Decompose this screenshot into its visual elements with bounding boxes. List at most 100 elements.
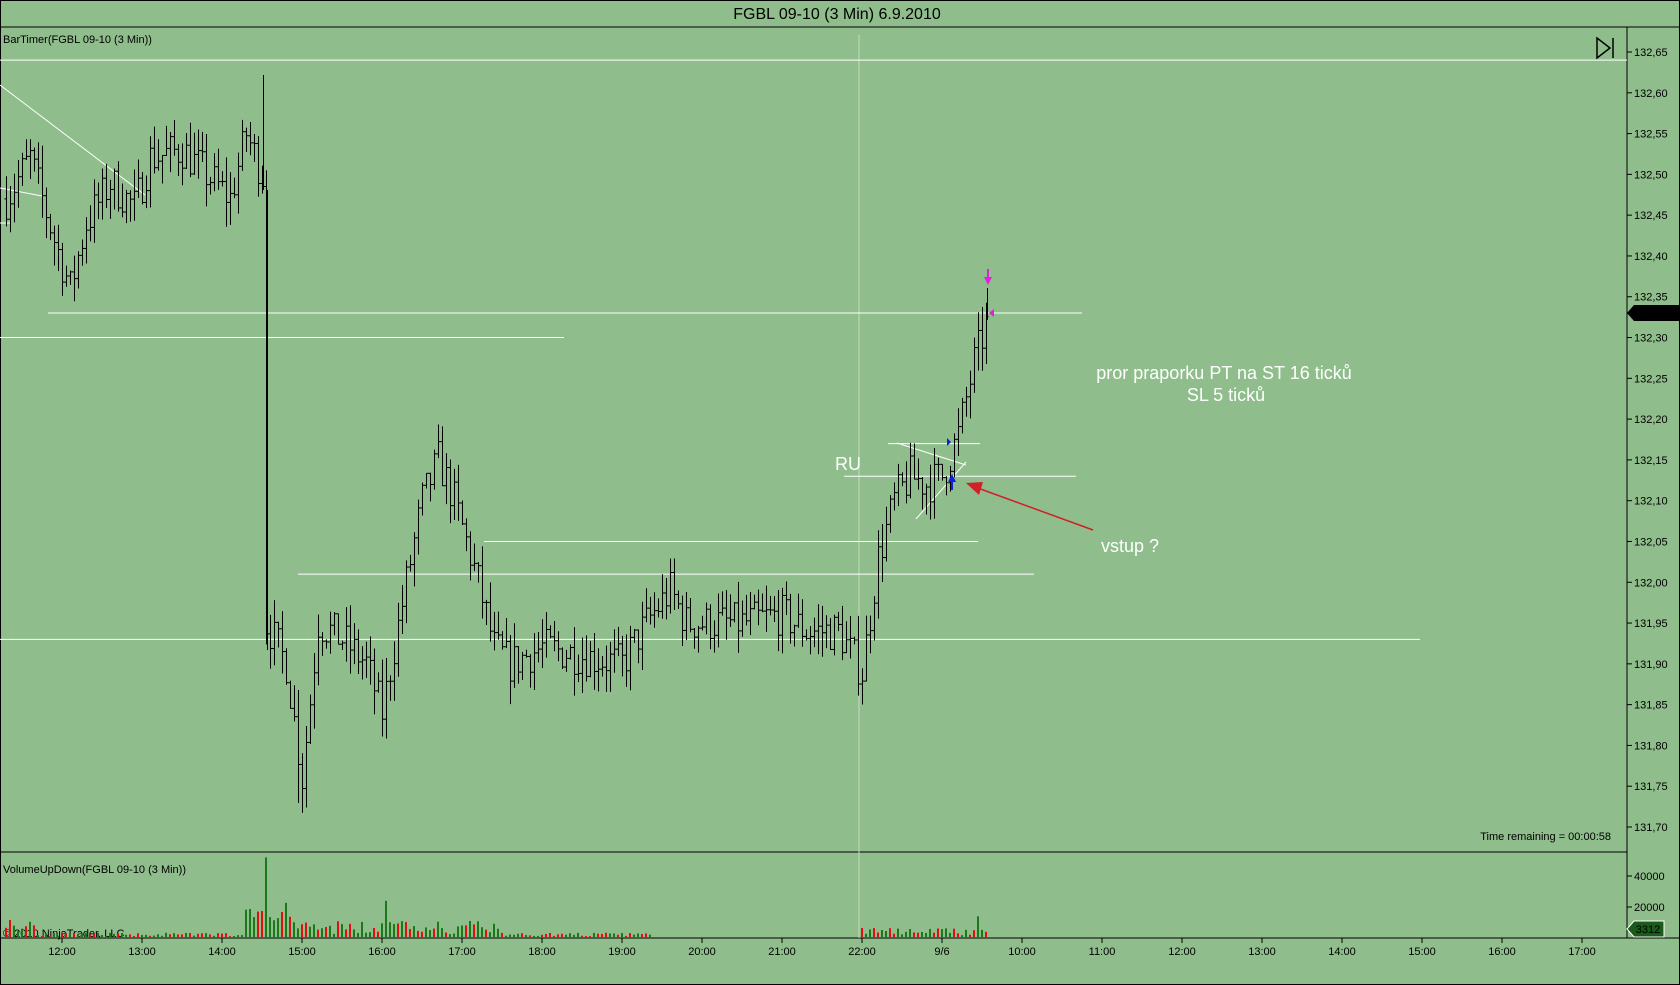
volume-bar bbox=[113, 933, 115, 938]
volume-bar bbox=[17, 931, 19, 938]
ohlc-bar bbox=[624, 634, 629, 687]
volume-bar bbox=[449, 934, 451, 938]
ohlc-bar bbox=[896, 463, 901, 507]
volume-bar bbox=[145, 934, 147, 938]
ohlc-bar bbox=[308, 694, 313, 744]
ohlc-bar bbox=[52, 225, 57, 266]
ohlc-bar bbox=[36, 142, 41, 184]
ohlc-bar bbox=[336, 613, 341, 645]
ohlc-bar bbox=[12, 173, 17, 223]
price-flag-label: 132,33 bbox=[1642, 308, 1676, 320]
ohlc-bar bbox=[764, 585, 769, 632]
y-tick-label: 131,95 bbox=[1634, 618, 1668, 630]
ohlc-bar bbox=[536, 631, 541, 663]
volume-bar bbox=[365, 932, 367, 938]
y-tick-label: 132,65 bbox=[1634, 47, 1668, 59]
volume-bar bbox=[13, 925, 15, 938]
ohlc-bar bbox=[252, 134, 257, 162]
volume-bar bbox=[317, 929, 319, 938]
ohlc-bar bbox=[240, 119, 245, 171]
volume-bar bbox=[373, 927, 375, 938]
ohlc-bar bbox=[268, 614, 273, 669]
ohlc-bar bbox=[116, 161, 121, 212]
volume-bar bbox=[429, 930, 431, 938]
ohlc-bar bbox=[880, 524, 885, 582]
ohlc-bar bbox=[760, 593, 765, 613]
volume-bar bbox=[261, 911, 263, 938]
volume-bar bbox=[193, 935, 195, 938]
volume-bar bbox=[201, 933, 203, 938]
ohlc-bar bbox=[20, 152, 25, 186]
volume-bar bbox=[621, 933, 623, 938]
ohlc-bar bbox=[532, 633, 537, 691]
volume-bar bbox=[465, 925, 467, 938]
volume-bar bbox=[601, 933, 603, 938]
ohlc-bar bbox=[104, 163, 109, 209]
ohlc-bar bbox=[388, 675, 393, 701]
ohlc-bar bbox=[444, 453, 449, 505]
y-tick-label: 132,55 bbox=[1634, 129, 1668, 141]
x-tick-label: 17:00 bbox=[1568, 946, 1596, 958]
volume-bar bbox=[509, 934, 511, 938]
ohlc-bar bbox=[904, 461, 909, 504]
volume-panel-label: VolumeUpDown(FGBL 09-10 (3 Min)) bbox=[3, 864, 186, 876]
volume-bar bbox=[221, 933, 223, 938]
ohlc-bar bbox=[836, 611, 841, 632]
volume-bar bbox=[977, 916, 979, 938]
volume-bar bbox=[581, 935, 583, 938]
volume-bar bbox=[197, 933, 199, 938]
volume-bar bbox=[929, 928, 931, 938]
ohlc-bar bbox=[860, 668, 865, 705]
ohlc-bar bbox=[636, 629, 641, 664]
volume-bar bbox=[165, 932, 167, 938]
ohlc-bar bbox=[392, 641, 397, 701]
volume-bar bbox=[289, 916, 291, 938]
volume-bar bbox=[593, 932, 595, 938]
volume-bar bbox=[9, 919, 11, 938]
ohlc-bar bbox=[872, 596, 877, 641]
ohlc-bar bbox=[244, 127, 249, 152]
volume-bar bbox=[245, 909, 247, 938]
ohlc-bar bbox=[120, 183, 125, 218]
ohlc-bar bbox=[192, 132, 197, 175]
volume-bar bbox=[489, 932, 491, 938]
ohlc-bar bbox=[232, 177, 237, 199]
y-tick-label: 132,25 bbox=[1634, 373, 1668, 385]
volume-bar bbox=[41, 936, 43, 938]
y-tick-label: 132,30 bbox=[1634, 333, 1668, 345]
price-panel-label: BarTimer(FGBL 09-10 (3 Min)) bbox=[3, 34, 152, 46]
volume-bar bbox=[541, 934, 543, 938]
ohlc-bar bbox=[44, 187, 49, 239]
volume-bar bbox=[37, 935, 39, 938]
ohlc-bar bbox=[828, 618, 833, 651]
ohlc-bar bbox=[108, 179, 113, 219]
volume-bar bbox=[397, 923, 399, 938]
volume-bar bbox=[233, 936, 235, 938]
ohlc-bar bbox=[72, 255, 77, 302]
ohlc-bar bbox=[964, 386, 969, 417]
volume-bar bbox=[613, 933, 615, 938]
ohlc-bar bbox=[76, 251, 81, 289]
volume-bar bbox=[161, 935, 163, 938]
window-title: FGBL 09-10 (3 Min) 6.9.2010 bbox=[733, 6, 941, 23]
ohlc-bar bbox=[288, 680, 293, 709]
ohlc-bar bbox=[808, 625, 813, 655]
ohlc-bar bbox=[596, 648, 601, 692]
ohlc-bar bbox=[256, 136, 261, 197]
volume-bar bbox=[633, 934, 635, 938]
volume-bar bbox=[249, 908, 251, 938]
volume-bar bbox=[293, 922, 295, 938]
volume-bar bbox=[573, 934, 575, 938]
volume-bar bbox=[309, 926, 311, 938]
ohlc-bar bbox=[980, 306, 985, 371]
ohlc-bar bbox=[496, 611, 501, 640]
ohlc-bar bbox=[552, 620, 557, 652]
y-tick-label: 131,80 bbox=[1634, 740, 1668, 752]
ohlc-bar bbox=[32, 147, 37, 172]
volume-bar bbox=[305, 922, 307, 938]
volume-bar bbox=[521, 933, 523, 938]
volume-bar bbox=[97, 932, 99, 938]
ohlc-bar bbox=[736, 581, 741, 653]
trend-line bbox=[0, 84, 146, 196]
y-tick-label: 132,60 bbox=[1634, 88, 1668, 100]
